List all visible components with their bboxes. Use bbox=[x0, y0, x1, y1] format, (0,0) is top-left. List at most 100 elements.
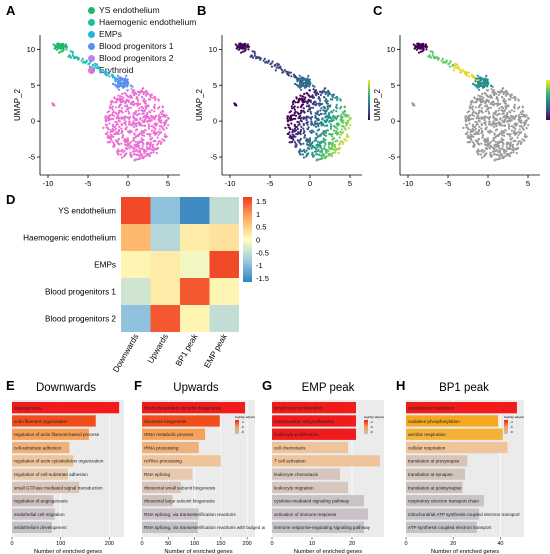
cell-point bbox=[135, 153, 139, 156]
cell-point bbox=[294, 145, 297, 148]
cell-point bbox=[140, 89, 143, 92]
heatmap-cell bbox=[209, 197, 239, 224]
cell-point bbox=[523, 124, 526, 127]
cell-point bbox=[143, 152, 146, 155]
cell-point bbox=[304, 151, 307, 154]
cell-point bbox=[290, 135, 293, 138]
heatmap-cell bbox=[209, 278, 239, 305]
go-chart-title: BP1 peak bbox=[439, 382, 489, 394]
cell-point bbox=[466, 127, 470, 130]
cell-point bbox=[107, 110, 111, 113]
cell-point bbox=[516, 143, 519, 146]
cell-point bbox=[466, 141, 469, 144]
cell-point bbox=[306, 138, 309, 141]
cell-point bbox=[157, 98, 160, 101]
cell-point bbox=[145, 150, 148, 153]
cell-point bbox=[316, 129, 319, 132]
cell-point bbox=[330, 119, 333, 123]
go-bar bbox=[406, 468, 465, 480]
cell-point bbox=[320, 107, 323, 110]
cell-point bbox=[289, 71, 292, 74]
cell-point bbox=[116, 150, 119, 153]
cell-point bbox=[291, 114, 294, 117]
cell-point bbox=[524, 120, 527, 123]
heatmap-cell bbox=[180, 197, 210, 224]
cell-point bbox=[320, 133, 323, 136]
y-tick-label: 10 bbox=[209, 45, 217, 54]
cell-point bbox=[524, 133, 527, 136]
cell-point bbox=[92, 69, 95, 72]
cell-point bbox=[153, 103, 156, 106]
cell-point bbox=[139, 102, 142, 105]
cell-point bbox=[513, 105, 516, 108]
heatmap-cell bbox=[121, 305, 151, 332]
cell-point bbox=[152, 96, 155, 99]
cell-point bbox=[320, 112, 323, 116]
legend-item: Blood progenitors 1 bbox=[88, 40, 196, 52]
go-bar-label: leukocyte chemotaxis bbox=[274, 472, 319, 477]
cell-point bbox=[494, 146, 497, 149]
cell-point bbox=[480, 109, 483, 113]
cell-point bbox=[120, 109, 123, 113]
cell-point bbox=[345, 135, 348, 138]
cell-point bbox=[473, 83, 476, 87]
cell-point bbox=[302, 156, 306, 159]
cell-point bbox=[486, 78, 489, 81]
cell-point bbox=[154, 98, 157, 102]
cell-point bbox=[132, 137, 135, 140]
go-bar-label: translation at postsynapse bbox=[408, 485, 462, 490]
cell-point bbox=[267, 59, 270, 62]
cell-point bbox=[158, 125, 161, 128]
cell-point bbox=[115, 77, 118, 80]
cell-point bbox=[472, 82, 475, 85]
cell-point bbox=[507, 133, 510, 136]
cell-point bbox=[274, 69, 277, 72]
cell-point bbox=[116, 74, 119, 77]
cell-point bbox=[325, 98, 328, 101]
cell-point bbox=[506, 93, 510, 96]
cell-point bbox=[305, 143, 309, 146]
cell-point bbox=[502, 131, 506, 134]
x-axis-title: UMAP_1 bbox=[276, 189, 309, 190]
cell-point bbox=[494, 149, 498, 152]
go-bar bbox=[272, 508, 368, 520]
cell-point bbox=[497, 93, 500, 97]
cell-point bbox=[134, 149, 138, 152]
cell-point bbox=[513, 123, 516, 126]
cell-point bbox=[331, 111, 334, 114]
cell-point bbox=[95, 63, 98, 66]
cell-point bbox=[109, 133, 112, 136]
cell-point bbox=[150, 93, 153, 96]
cell-point bbox=[303, 134, 307, 137]
cell-point bbox=[302, 109, 305, 113]
go-bar-label: rRNA processing bbox=[144, 445, 179, 450]
cell-point bbox=[494, 123, 498, 126]
cell-point bbox=[501, 95, 504, 99]
cell-point bbox=[130, 96, 133, 99]
cell-point bbox=[483, 105, 486, 108]
cell-point bbox=[431, 52, 434, 55]
cell-point bbox=[449, 60, 452, 63]
umap-points bbox=[411, 42, 530, 162]
cell-point bbox=[302, 103, 305, 106]
cell-point bbox=[151, 143, 154, 146]
cell-point bbox=[484, 92, 487, 95]
cell-point bbox=[251, 50, 254, 53]
cell-point bbox=[136, 104, 139, 107]
cell-point bbox=[498, 124, 501, 127]
cell-point bbox=[506, 105, 510, 108]
cell-point bbox=[477, 77, 480, 80]
cell-point bbox=[165, 135, 168, 138]
cell-point bbox=[110, 103, 113, 106]
cell-point bbox=[520, 141, 523, 144]
cell-point bbox=[121, 129, 124, 132]
y-tick-label: 10 bbox=[387, 45, 395, 54]
cell-point bbox=[308, 108, 311, 111]
cell-point bbox=[138, 112, 141, 116]
x-tick-label: 5 bbox=[348, 179, 352, 188]
cell-point bbox=[474, 106, 477, 109]
cell-point bbox=[343, 138, 346, 141]
cell-point bbox=[424, 46, 427, 49]
cell-point bbox=[498, 122, 501, 125]
cell-point bbox=[336, 127, 339, 130]
